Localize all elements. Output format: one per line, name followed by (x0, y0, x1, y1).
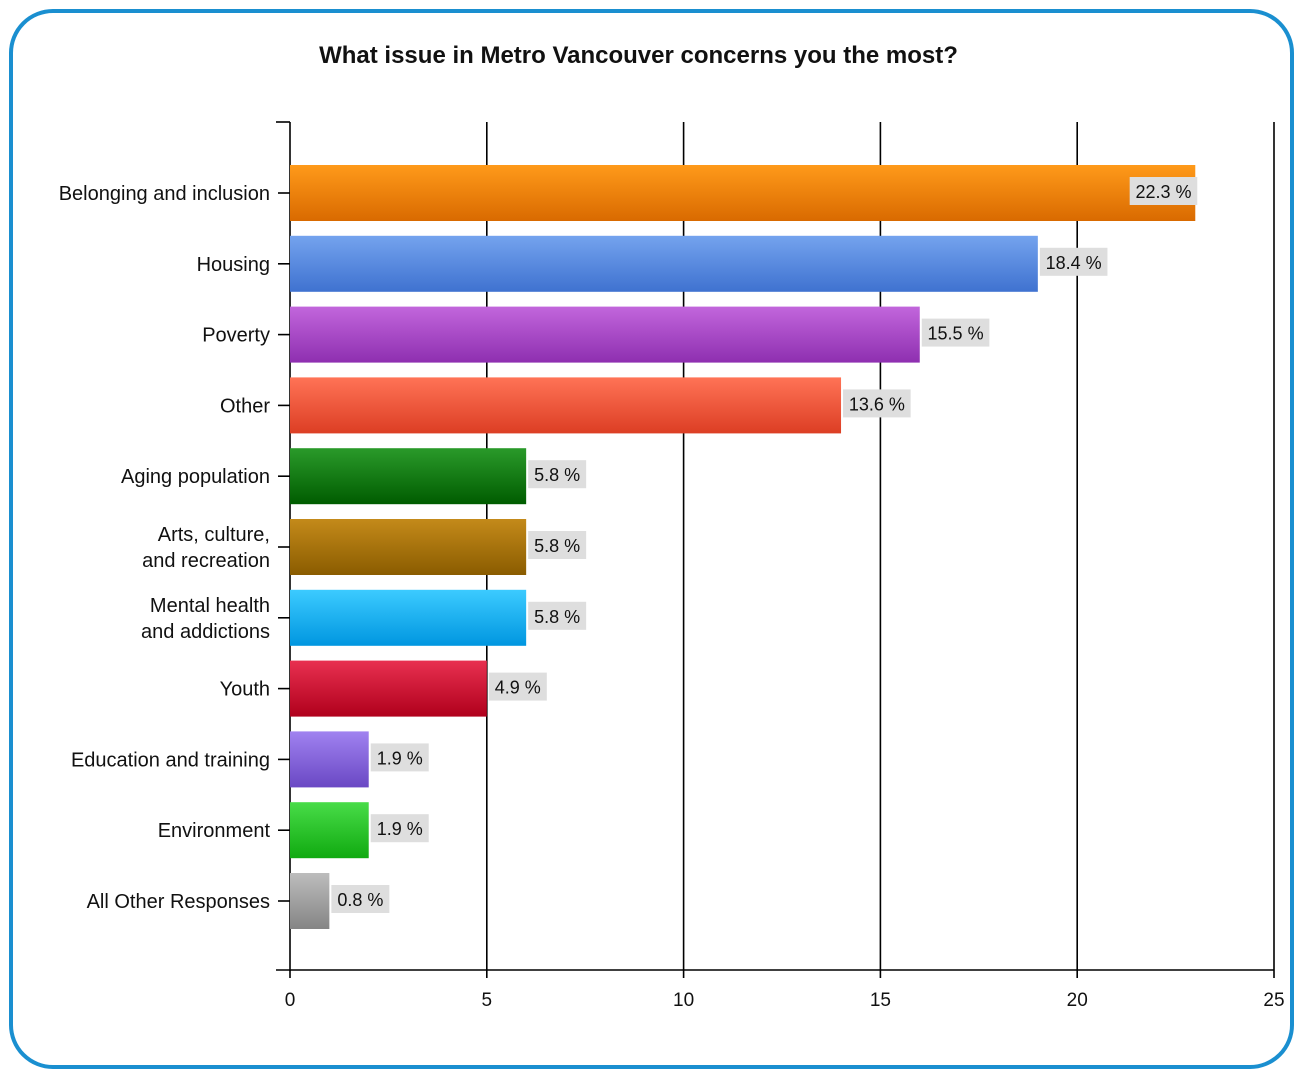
data-label-6: 5.8 % (534, 607, 580, 627)
data-label-2: 15.5 % (928, 324, 984, 344)
category-label-8: Education and training (71, 749, 270, 771)
bar-1 (290, 235, 1038, 292)
bar-5 (290, 519, 527, 575)
data-label-box-6 (528, 601, 587, 630)
category-label-6-0: Mental health (150, 595, 270, 617)
x-tick-label-10: 10 (673, 990, 694, 1011)
chart-title: What issue in Metro Vancouver concerns y… (319, 42, 958, 69)
x-tick-label-15: 15 (870, 990, 891, 1011)
data-label-8: 1.9 % (377, 748, 423, 768)
data-label-box-10 (331, 885, 390, 913)
data-label-box-1 (1039, 247, 1108, 276)
category-label-6-1: and addictions (141, 621, 270, 643)
data-label-0: 22.3 % (1135, 182, 1191, 202)
category-label-5-1: and recreation (142, 550, 270, 572)
data-label-5: 5.8 % (534, 536, 580, 556)
data-label-9: 1.9 % (377, 819, 423, 839)
category-label-5-0: Arts, culture, (158, 524, 270, 546)
bar-10 (290, 873, 330, 929)
x-tick-label-25: 25 (1263, 990, 1284, 1011)
bar-8 (290, 731, 369, 788)
x-tick-label-0: 0 (285, 990, 296, 1011)
bar-4 (290, 448, 527, 505)
data-label-4: 5.8 % (534, 465, 580, 485)
bar-3 (290, 377, 842, 434)
category-label-0: Belonging and inclusion (59, 183, 270, 205)
x-tick-label-5: 5 (482, 990, 493, 1011)
data-label-box-0 (1129, 177, 1198, 205)
category-label-10: All Other Responses (87, 891, 270, 913)
bar-9 (290, 802, 369, 859)
data-label-3: 13.6 % (849, 394, 905, 414)
data-label-box-9 (370, 814, 429, 843)
category-label-7: Youth (220, 679, 270, 701)
category-label-4: Aging population (121, 466, 270, 488)
category-label-1: Housing (197, 254, 270, 276)
data-label-box-8 (370, 743, 429, 772)
category-label-3: Other (220, 395, 270, 417)
data-label-box-4 (528, 460, 587, 489)
category-label-9: Environment (158, 820, 271, 842)
data-label-box-5 (528, 531, 587, 559)
data-label-10: 0.8 % (337, 890, 383, 910)
bar-7 (290, 660, 487, 717)
bar-2 (290, 306, 920, 363)
bar-6 (290, 589, 527, 646)
x-tick-label-20: 20 (1067, 990, 1088, 1011)
bar-0 (290, 165, 1196, 221)
data-label-1: 18.4 % (1046, 253, 1102, 273)
labels: Belonging and inclusion 22.3 % Housing 18.4… (59, 177, 1198, 913)
category-label-2: Poverty (202, 325, 270, 347)
bars (290, 165, 1196, 929)
data-label-7: 4.9 % (495, 678, 541, 698)
data-label-box-7 (488, 672, 547, 701)
data-label-box-2 (921, 318, 990, 347)
data-label-box-3 (843, 389, 911, 418)
